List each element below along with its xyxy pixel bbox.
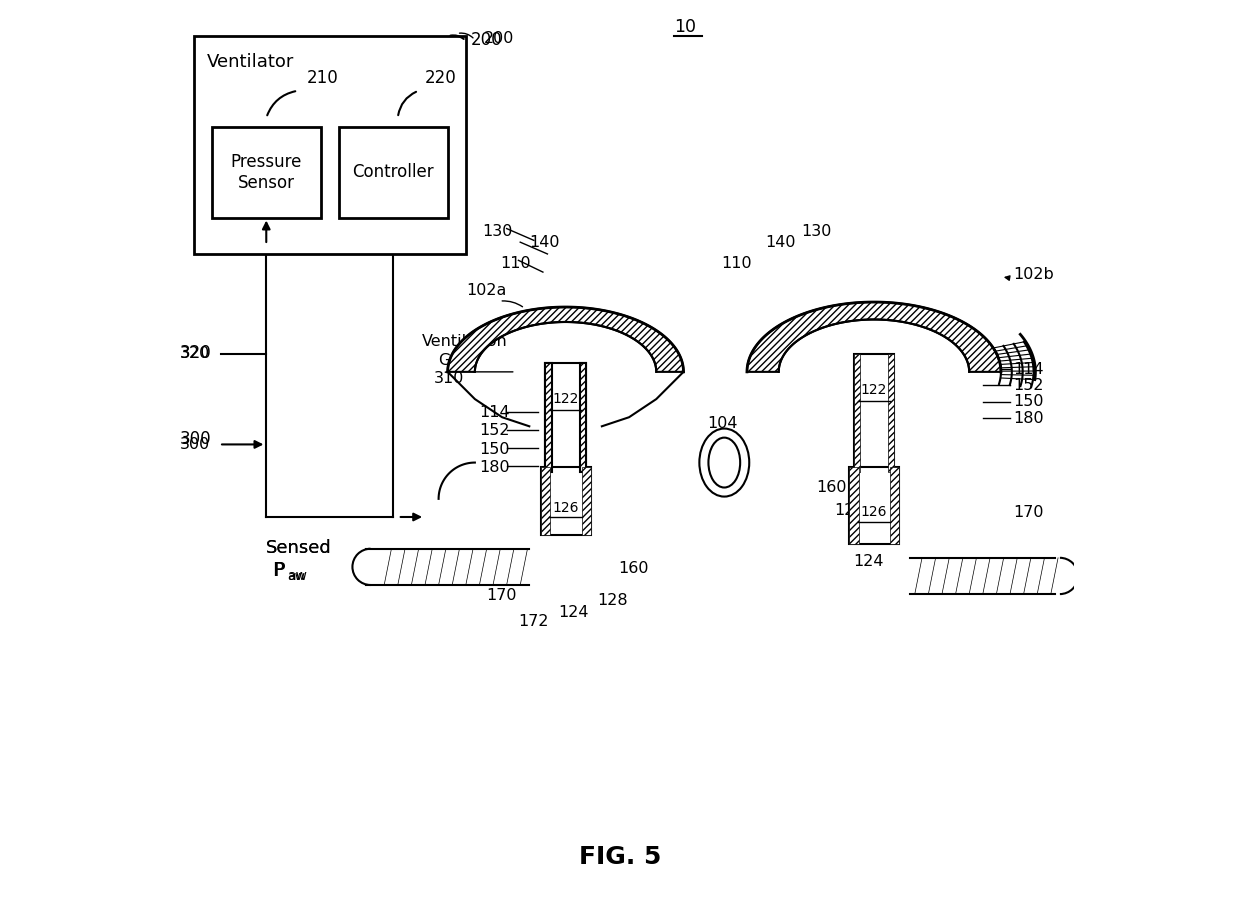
Bar xyxy=(546,363,552,472)
Polygon shape xyxy=(746,302,1001,372)
Text: 120: 120 xyxy=(835,503,864,518)
Text: Ventilation: Ventilation xyxy=(423,335,508,349)
Bar xyxy=(888,354,894,472)
Bar xyxy=(849,467,899,544)
Text: 102b: 102b xyxy=(1013,268,1054,282)
Bar xyxy=(853,354,859,472)
Text: 122: 122 xyxy=(861,383,887,397)
FancyBboxPatch shape xyxy=(193,36,466,254)
Text: 310: 310 xyxy=(434,371,465,385)
Text: 110: 110 xyxy=(722,256,753,270)
Text: P: P xyxy=(273,561,284,580)
Text: 300: 300 xyxy=(180,437,211,452)
Text: 130: 130 xyxy=(482,224,512,239)
FancyBboxPatch shape xyxy=(212,127,321,218)
Text: 124: 124 xyxy=(558,605,589,619)
Bar xyxy=(541,467,551,535)
Text: 300: 300 xyxy=(180,431,212,448)
Text: 210: 210 xyxy=(308,70,339,87)
Text: 130: 130 xyxy=(801,224,832,239)
Text: Pressure
Sensor: Pressure Sensor xyxy=(231,153,303,191)
Text: Controller: Controller xyxy=(352,163,434,181)
Text: 102a: 102a xyxy=(466,283,506,297)
Text: 150: 150 xyxy=(480,442,510,456)
Ellipse shape xyxy=(708,438,740,488)
Text: 170: 170 xyxy=(1013,505,1044,520)
Text: 152: 152 xyxy=(480,424,510,438)
Text: 320: 320 xyxy=(180,345,212,362)
Text: 160: 160 xyxy=(816,480,847,494)
Text: 152: 152 xyxy=(1013,378,1044,393)
Text: 170: 170 xyxy=(486,589,516,603)
Text: Gas: Gas xyxy=(439,353,469,367)
Text: 320: 320 xyxy=(180,346,211,361)
Text: 126: 126 xyxy=(552,501,579,515)
Text: 180: 180 xyxy=(1013,411,1044,425)
Text: 114: 114 xyxy=(1013,362,1044,376)
Text: 110: 110 xyxy=(500,256,531,270)
Text: 128: 128 xyxy=(598,593,627,608)
Text: 180: 180 xyxy=(480,460,510,474)
Text: FIG. 5: FIG. 5 xyxy=(579,845,661,869)
Bar xyxy=(890,467,899,544)
Text: 140: 140 xyxy=(765,235,796,249)
Ellipse shape xyxy=(699,429,749,497)
Bar xyxy=(541,467,591,535)
Text: 140: 140 xyxy=(529,235,559,249)
Text: Ventilator: Ventilator xyxy=(207,53,295,71)
Bar xyxy=(849,467,858,544)
Text: 172: 172 xyxy=(518,614,549,629)
Text: 104: 104 xyxy=(707,416,738,431)
Text: P: P xyxy=(274,561,285,580)
Text: Sensed: Sensed xyxy=(267,540,332,557)
Text: aw: aw xyxy=(288,571,305,583)
Bar xyxy=(853,354,894,472)
Text: 126: 126 xyxy=(861,505,887,520)
FancyBboxPatch shape xyxy=(339,127,448,218)
Bar xyxy=(582,467,591,535)
Text: 10: 10 xyxy=(675,18,697,35)
Text: 160: 160 xyxy=(619,561,649,576)
Text: 124: 124 xyxy=(853,554,884,569)
Text: 200: 200 xyxy=(470,32,502,49)
Text: 122: 122 xyxy=(552,392,579,406)
Text: 150: 150 xyxy=(1013,395,1044,409)
Text: Sensed: Sensed xyxy=(267,540,332,557)
Text: 200: 200 xyxy=(484,31,515,45)
Bar xyxy=(579,363,587,472)
Text: aw: aw xyxy=(288,570,308,583)
Polygon shape xyxy=(448,307,683,372)
Text: 220: 220 xyxy=(425,70,456,87)
Text: 114: 114 xyxy=(480,405,510,420)
Bar xyxy=(546,363,587,472)
